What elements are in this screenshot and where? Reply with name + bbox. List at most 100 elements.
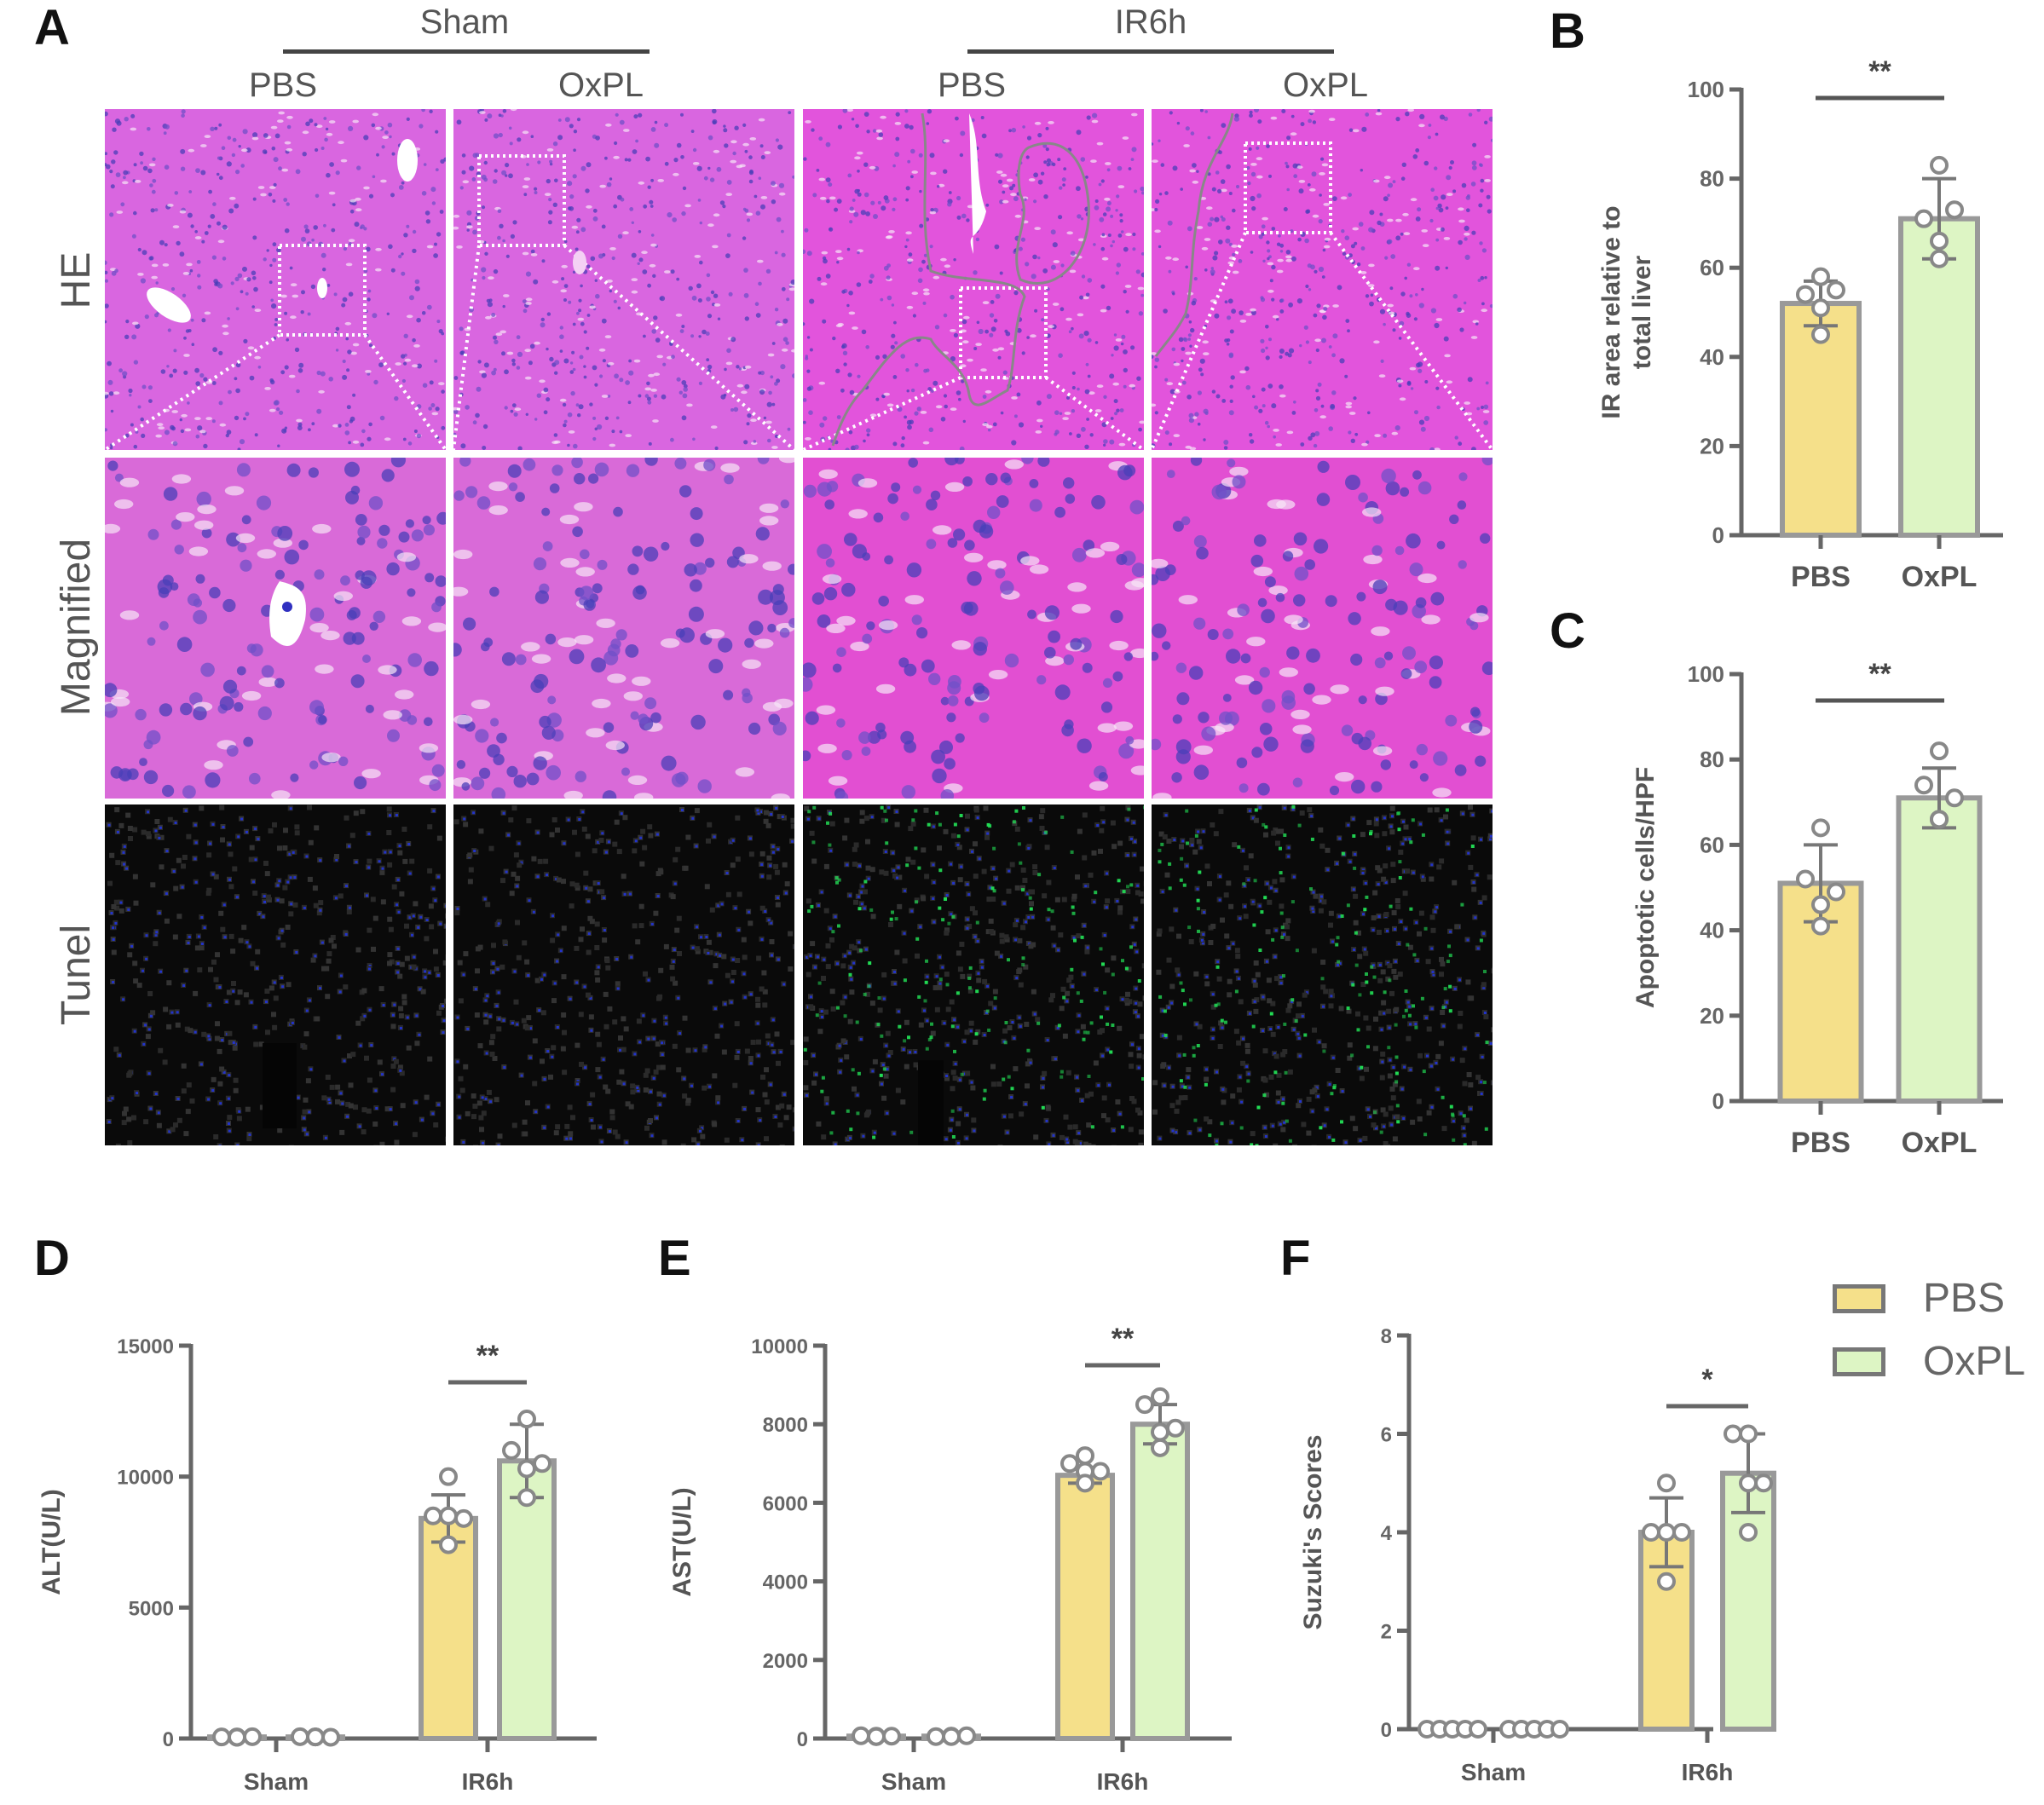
nucleus (1404, 276, 1407, 280)
nucleus (619, 378, 624, 383)
tissue-speckle (967, 988, 973, 994)
sinusoid (1375, 686, 1394, 696)
nucleus (681, 210, 686, 216)
nucleus (569, 370, 575, 374)
nucleus (1094, 205, 1100, 210)
dapi-nucleus (218, 986, 222, 989)
tissue-speckle (1099, 828, 1105, 833)
dapi-nucleus (536, 875, 540, 879)
nucleus (863, 192, 869, 198)
nucleus (181, 113, 185, 118)
nucleus (738, 367, 742, 371)
tissue-speckle (1101, 1095, 1107, 1101)
dapi-nucleus (622, 1082, 626, 1086)
nucleus (189, 692, 203, 706)
tissue-speckle (823, 908, 829, 914)
tissue-speckle (412, 1132, 418, 1138)
nucleus (356, 536, 366, 545)
nucleus (1112, 671, 1123, 682)
nucleus (516, 366, 521, 370)
nucleus (517, 351, 523, 357)
nucleus (185, 329, 190, 333)
tissue-speckle (805, 972, 811, 977)
nucleus (758, 176, 762, 180)
sinusoid (257, 186, 265, 189)
nucleus (300, 310, 304, 314)
tissue-speckle (956, 1121, 961, 1127)
tissue-speckle (234, 1000, 240, 1006)
tissue-speckle (602, 937, 608, 943)
nucleus (1166, 470, 1175, 478)
sinusoid (260, 193, 267, 197)
nucleus (1458, 239, 1463, 245)
sinusoid (1117, 185, 1125, 188)
nucleus (878, 596, 889, 607)
nucleus (1291, 411, 1296, 415)
dapi-nucleus (953, 1018, 956, 1022)
nucleus (1322, 248, 1326, 252)
nucleus (1468, 112, 1473, 117)
tile-image (803, 109, 1144, 450)
nucleus (1014, 236, 1019, 240)
sinusoid (613, 155, 620, 159)
dapi-nucleus (463, 817, 466, 821)
nucleus (245, 291, 249, 296)
nucleus (1266, 240, 1270, 245)
nucleus (690, 533, 704, 547)
nucleus (378, 362, 384, 367)
dapi-nucleus (600, 1140, 603, 1144)
tissue-speckle (397, 1064, 403, 1070)
nucleus (726, 348, 731, 354)
tissue-speckle (387, 916, 393, 922)
nucleus (1254, 405, 1259, 410)
tissue-speckle (661, 1139, 667, 1145)
nucleus (1103, 395, 1107, 399)
nucleus (1158, 245, 1162, 249)
dapi-nucleus (194, 841, 198, 845)
dapi-nucleus (273, 981, 276, 984)
nucleus (1257, 782, 1270, 796)
nucleus (155, 281, 159, 285)
sinusoid (1052, 303, 1060, 306)
nucleus (563, 239, 568, 244)
tissue-speckle (387, 862, 393, 868)
nucleus (1261, 387, 1266, 392)
nucleus (1100, 246, 1106, 251)
nucleus (985, 473, 998, 486)
sinusoid (302, 130, 309, 135)
nucleus (348, 242, 352, 246)
dapi-nucleus (664, 1016, 667, 1019)
nucleus (169, 373, 174, 378)
tissue-speckle (605, 1088, 611, 1094)
tissue-speckle (1117, 1025, 1123, 1031)
dapi-nucleus (849, 966, 852, 969)
sinusoid (1100, 309, 1107, 313)
dapi-nucleus (567, 818, 570, 822)
tissue-speckle (971, 1117, 977, 1123)
nucleus (1221, 217, 1226, 222)
nucleus (257, 366, 262, 369)
nucleus (1123, 384, 1127, 389)
nucleus (1128, 167, 1132, 170)
tissue-speckle (378, 986, 384, 992)
nucleus (323, 117, 327, 120)
nucleus (645, 156, 650, 162)
nucleus (1031, 274, 1036, 280)
nucleus (611, 256, 615, 261)
nucleus (1481, 406, 1484, 409)
nucleus (961, 379, 965, 383)
sinusoid (1262, 216, 1268, 221)
dapi-nucleus (639, 836, 643, 839)
nucleus (1188, 320, 1192, 324)
sinusoid (836, 257, 844, 261)
nucleus (1100, 179, 1105, 183)
nucleus (682, 393, 688, 399)
dapi-nucleus (751, 1091, 754, 1094)
tissue-speckle (175, 1022, 181, 1028)
sinusoid (650, 389, 657, 392)
nucleus (1068, 330, 1072, 334)
dapi-nucleus (345, 885, 348, 888)
nucleus (1132, 232, 1136, 237)
nucleus (1164, 564, 1176, 575)
nucleus (1476, 109, 1481, 112)
